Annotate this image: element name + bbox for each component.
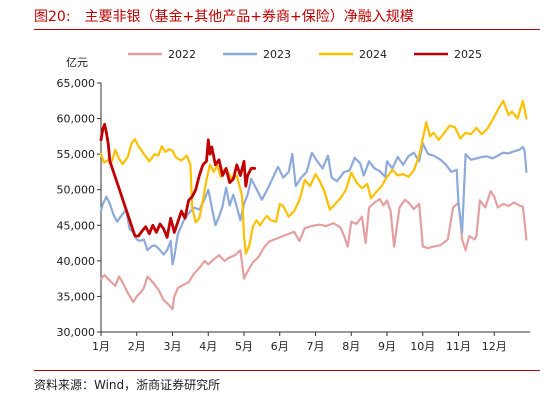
y-axis-label: 亿元 [66, 56, 88, 69]
source-rule [34, 370, 540, 371]
series-line-2022 [99, 190, 528, 311]
series-line-2024 [99, 99, 528, 255]
x-axis-ticks: 1月 2月 3月 4月 5月 6月 7月 8月 9月 10月 11月 12月 [92, 332, 507, 353]
title-rule [34, 29, 540, 30]
x-tick-label: 12月 [482, 340, 507, 353]
legend-label-2023: 2023 [263, 48, 291, 61]
x-tick-label: 4月 [199, 340, 217, 353]
x-tick-label: 3月 [164, 340, 182, 353]
figure-number: 图20: [34, 9, 71, 25]
x-tick-label: 7月 [307, 340, 325, 353]
x-tick-label: 5月 [235, 340, 253, 353]
x-tick-label: 6月 [271, 340, 289, 353]
x-tick-label: 8月 [342, 340, 360, 353]
x-tick-label: 10月 [410, 340, 435, 353]
source-note: 资料来源：Wind，浙商证券研究所 [34, 378, 221, 392]
y-tick-label: 65,000 [57, 77, 96, 90]
legend-label-2025: 2025 [454, 48, 482, 61]
x-tick-label: 11月 [446, 340, 471, 353]
series-line-2023 [99, 142, 528, 266]
x-tick-label: 9月 [378, 340, 396, 353]
y-tick-label: 55,000 [57, 148, 96, 161]
x-tick-label: 1月 [92, 340, 110, 353]
y-tick-label: 60,000 [57, 113, 96, 126]
legend: 2022 2023 2024 2025 [128, 48, 482, 61]
y-tick-label: 30,000 [57, 326, 96, 339]
y-tick-label: 50,000 [57, 184, 96, 197]
y-tick-label: 35,000 [57, 290, 96, 303]
series-lines [99, 99, 528, 311]
legend-label-2022: 2022 [168, 48, 196, 61]
figure-title-text: 主要非银（基金+其他产品+券商+保险）净融入规模 [84, 9, 414, 25]
series-line-2025 [99, 122, 257, 239]
y-tick-label: 45,000 [57, 219, 96, 232]
y-axis-ticks: 30,000 35,000 40,000 45,000 50,000 55,000 60,0… [57, 77, 101, 339]
figure-title: 图20: 主要非银（基金+其他产品+券商+保险）净融入规模 [34, 6, 414, 26]
x-tick-label: 2月 [128, 340, 146, 353]
legend-label-2024: 2024 [359, 48, 387, 61]
y-tick-label: 40,000 [57, 255, 96, 268]
